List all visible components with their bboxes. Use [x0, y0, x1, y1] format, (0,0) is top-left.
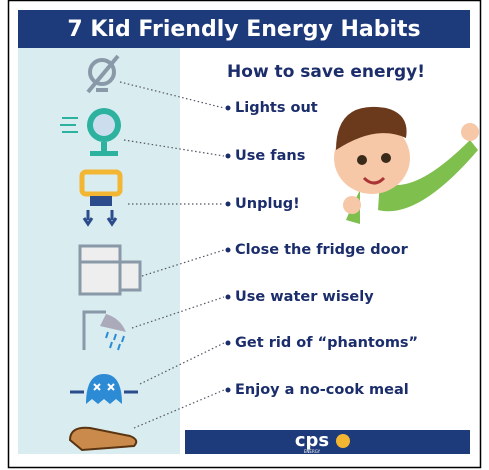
poster: 7 Kid Friendly Energy Habits How to save…: [0, 0, 489, 470]
bullet: [226, 295, 231, 300]
bullet: [226, 154, 231, 159]
bullet: [226, 106, 231, 111]
habit-label: Get rid of “phantoms”: [235, 335, 418, 351]
infographic: 7 Kid Friendly Energy Habits How to save…: [0, 0, 489, 470]
habit-label: Use water wisely: [235, 289, 374, 305]
habit-label: Use fans: [235, 148, 305, 164]
bullet: [226, 248, 231, 253]
bullet: [226, 202, 231, 207]
habit-label: Close the fridge door: [235, 242, 409, 258]
footer-tagline: ENERGY: [304, 449, 321, 454]
footer-logo: cps: [295, 430, 329, 451]
bullet: [226, 388, 231, 393]
habit-label: Enjoy a no-cook meal: [235, 382, 409, 398]
subtitle: How to save energy!: [227, 62, 425, 82]
logo-sun: [336, 434, 350, 448]
habit-label: Unplug!: [235, 196, 300, 212]
title: 7 Kid Friendly Energy Habits: [67, 17, 420, 42]
habit-label: Lights out: [235, 100, 318, 116]
bullet: [226, 341, 231, 346]
